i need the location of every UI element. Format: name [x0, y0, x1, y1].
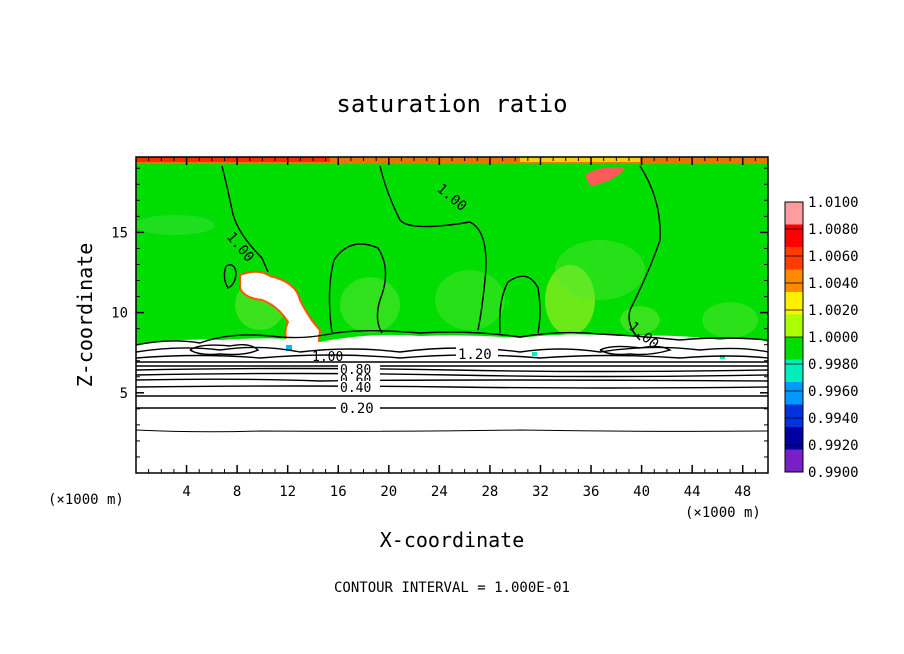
x-tick-label: 16 [330, 484, 347, 500]
colorbar-label: 1.0040 [808, 276, 859, 292]
colorbar-label: 1.0060 [808, 249, 859, 265]
contour-interval-note: CONTOUR INTERVAL = 1.000E-01 [334, 580, 570, 596]
x-tick-label: 32 [532, 484, 549, 500]
x-tick-label: 48 [734, 484, 751, 500]
colorbar-label: 0.9980 [808, 357, 859, 373]
contour-label: 1.00 [312, 350, 343, 365]
x-tick-label: 20 [380, 484, 397, 500]
x-axis-title: X-coordinate [380, 528, 525, 552]
x-tick-label: 28 [481, 484, 498, 500]
top-yellow-strip [520, 157, 640, 162]
x-tick-label: 4 [182, 484, 190, 500]
x-unit-label-left: (×1000 m) [48, 492, 124, 508]
colorbar-swatch [785, 292, 803, 315]
light-green-patch [136, 215, 215, 235]
top-red-strip [136, 157, 330, 162]
light-green-patch [435, 270, 505, 330]
x-tick-label: 44 [684, 484, 701, 500]
top-red-patch [585, 167, 625, 186]
colorbar-swatch [785, 427, 803, 450]
label-mask [338, 363, 380, 375]
label-mask [336, 400, 380, 414]
contour-line-cloud-cell [189, 343, 260, 356]
colorbar-label: 1.0020 [808, 303, 859, 319]
x-tick-label: 24 [431, 484, 448, 500]
label-mask [338, 374, 380, 385]
colorbar-label: 0.9940 [808, 411, 859, 427]
colorbar: 1.0100 1.0080 1.0060 1.0040 1.0020 1.0000 0.99… [784, 195, 859, 481]
colorbar-swatch [785, 269, 803, 293]
colorbar-swatch [785, 224, 803, 248]
contour-line-1-00 [221, 165, 269, 273]
contour-line-0-10 [136, 429, 768, 433]
cyan-speck [720, 355, 725, 359]
light-green-patch [340, 277, 400, 333]
contour-line-1-00 [223, 264, 237, 289]
contour-line-1-00 [379, 165, 487, 331]
colorbar-swatch [785, 202, 803, 225]
contour-lines [136, 165, 768, 433]
y-tick-label: 5 [120, 386, 128, 402]
cyan-speck [286, 345, 292, 351]
chart-title: saturation ratio [336, 90, 567, 118]
colorbar-label: 1.0000 [808, 330, 859, 346]
y-tick-label: 10 [111, 306, 128, 322]
contour-line-cloud-top [136, 330, 768, 346]
cyan-speck [532, 352, 537, 356]
contour-line-1-20 [136, 346, 768, 353]
x-tick-label: 8 [233, 484, 241, 500]
colorbar-swatch [785, 382, 803, 405]
colorbar-swatch [785, 337, 803, 360]
colorbar-swatch [785, 247, 803, 270]
colorbar-swatch [785, 359, 803, 383]
y-tick-label: 15 [111, 225, 128, 241]
contour-label: 1.20 [458, 347, 492, 363]
y-axis-title: Z-coordinate [73, 243, 97, 388]
label-mask [338, 381, 380, 393]
x-tick-label: 12 [279, 484, 296, 500]
colorbar-swatch [785, 314, 803, 338]
x-unit-label-right: (×1000 m) [685, 505, 761, 521]
contour-line-0-60 [136, 372, 768, 378]
colorbar-label: 1.0100 [808, 195, 859, 211]
contour-line-0-40 [136, 385, 768, 389]
colorbar-swatch [785, 449, 803, 473]
x-tick-label: 36 [583, 484, 600, 500]
label-mask [456, 346, 498, 360]
contour-label: 0.40 [340, 381, 371, 396]
contour-line-1-00 [628, 165, 661, 341]
colorbar-label: 0.9960 [808, 384, 859, 400]
x-tick-label: 40 [633, 484, 650, 500]
colorbar-label: 1.0080 [808, 222, 859, 238]
contour-line-cloud-cell [599, 345, 672, 356]
colorbar-label: 0.9920 [808, 438, 859, 454]
light-green-patch [555, 240, 645, 300]
light-green-patch [702, 302, 758, 338]
colorbar-label: 0.9900 [808, 465, 859, 481]
contour-line-1-00 [498, 275, 541, 334]
contour-label: 0.20 [340, 401, 374, 417]
yellow-green-patch [545, 265, 595, 335]
colorbar-swatch [785, 404, 803, 428]
y-axis: 5 10 15 [111, 167, 768, 458]
contour-line-1-00 [328, 243, 387, 334]
contour-line-0-70 [136, 367, 768, 373]
x-axis: 4 8 12 16 20 24 28 32 36 40 44 48 [148, 157, 756, 500]
